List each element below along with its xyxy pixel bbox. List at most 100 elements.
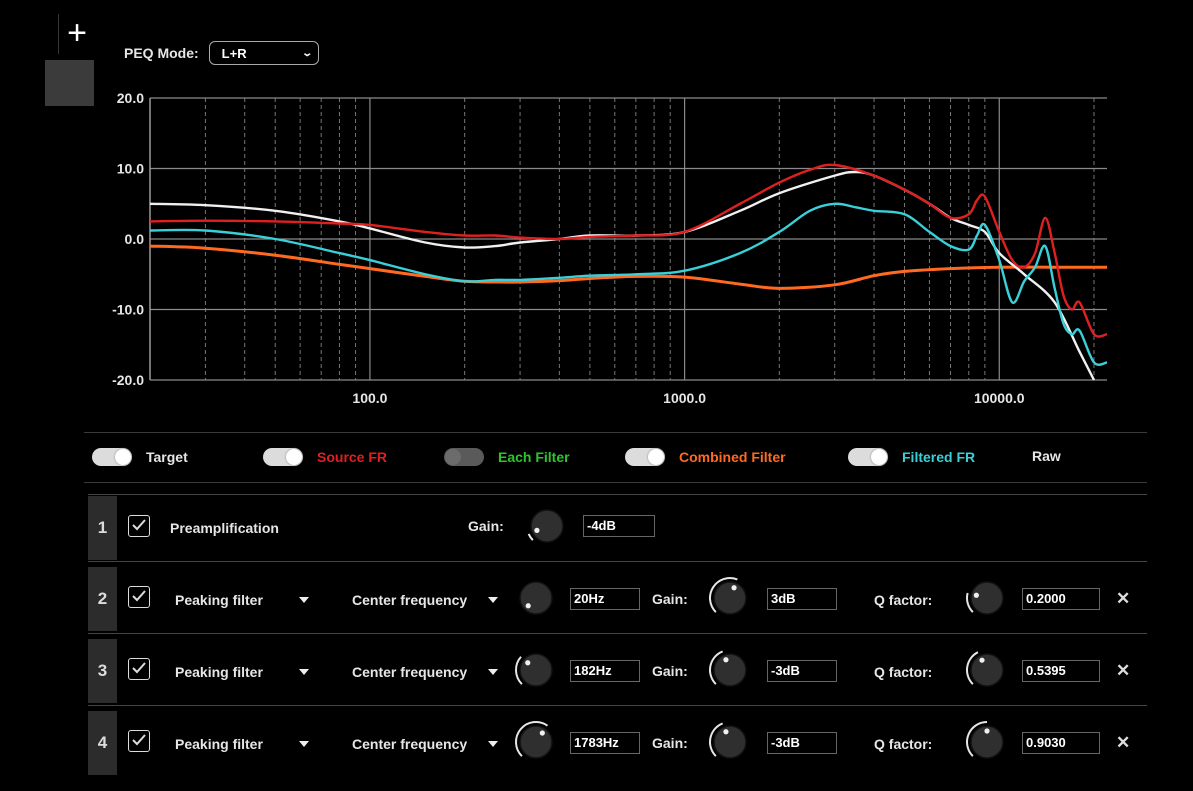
target-curve	[150, 170, 1096, 381]
toggle-raw[interactable]: Raw	[1032, 448, 1061, 464]
check-icon	[132, 519, 146, 531]
knob-indicator	[723, 729, 729, 735]
toggle-filtered-fr[interactable]: Filtered FR	[848, 448, 975, 466]
toggle-target[interactable]: Target	[92, 448, 188, 466]
combined-filter-switch[interactable]	[625, 448, 665, 466]
filter-type-select[interactable]: Peaking filter	[175, 664, 263, 680]
q-factor-input[interactable]: 0.5395	[1022, 660, 1100, 682]
knob-body	[713, 653, 747, 687]
knob-body	[713, 725, 747, 759]
toggle-source-fr[interactable]: Source FR	[263, 448, 387, 466]
curve-toggles: Target Source FR Each Filter Combined Fi…	[0, 448, 1193, 472]
row-number: 4	[88, 711, 117, 775]
knob-indicator	[731, 585, 737, 591]
filter-row-2: 2 Peaking filter Center frequency 20Hz G…	[88, 567, 1147, 631]
preamp-label: Preamplification	[170, 520, 279, 536]
knob-indicator	[979, 657, 985, 663]
enable-checkbox[interactable]	[128, 515, 150, 537]
peq-mode-label: PEQ Mode:	[124, 45, 199, 61]
gain-knob[interactable]	[708, 648, 752, 692]
enable-checkbox[interactable]	[128, 586, 150, 608]
knob-body	[970, 653, 1004, 687]
q-factor-knob[interactable]	[965, 576, 1009, 620]
caret-down-icon[interactable]	[299, 669, 309, 675]
y-tick-label: 10.0	[117, 161, 144, 177]
remove-filter-button[interactable]: ✕	[1116, 661, 1131, 680]
toggle-label-raw: Raw	[1032, 448, 1061, 464]
peq-mode-select[interactable]: L+R ⌄	[208, 41, 319, 65]
q-factor-knob[interactable]	[965, 648, 1009, 692]
enable-checkbox[interactable]	[128, 730, 150, 752]
toggle-each-filter[interactable]: Each Filter	[444, 448, 570, 466]
param-select[interactable]: Center frequency	[352, 736, 468, 752]
filter-row-3: 3 Peaking filter Center frequency 182Hz …	[88, 639, 1147, 703]
remove-filter-button[interactable]: ✕	[1116, 589, 1131, 608]
frequency-response-chart: 20.0 10.0 0.0 -10.0 -20.0 100.0 1000.0 10000.0	[112, 90, 1107, 406]
knob-arc	[515, 721, 549, 757]
frequency-knob[interactable]	[514, 720, 558, 764]
gain-label: Gain:	[652, 591, 688, 607]
source-fr-switch[interactable]	[263, 448, 303, 466]
gain-knob[interactable]	[708, 576, 752, 620]
q-factor-input[interactable]: 0.2000	[1022, 588, 1100, 610]
frequency-knob[interactable]	[514, 576, 558, 620]
check-icon	[132, 734, 146, 746]
knob-arc	[966, 651, 979, 685]
y-tick-label: 20.0	[117, 90, 144, 106]
divider	[88, 633, 1147, 634]
filter-type-select[interactable]: Peaking filter	[175, 736, 263, 752]
caret-down-icon[interactable]	[299, 741, 309, 747]
gain-label: Gain:	[652, 735, 688, 751]
knob-arc	[527, 533, 534, 541]
toggle-label-source-fr: Source FR	[317, 449, 388, 465]
caret-down-icon[interactable]	[488, 597, 498, 603]
caret-down-icon[interactable]	[488, 669, 498, 675]
remove-filter-button[interactable]: ✕	[1116, 733, 1131, 752]
caret-down-icon[interactable]	[299, 597, 309, 603]
q-factor-input[interactable]: 0.9030	[1022, 732, 1100, 754]
gain-knob[interactable]	[708, 720, 752, 764]
filter-type-select[interactable]: Peaking filter	[175, 592, 263, 608]
param-select[interactable]: Center frequency	[352, 592, 468, 608]
toggle-label-each-filter: Each Filter	[498, 449, 570, 465]
gain-knob[interactable]	[525, 504, 569, 548]
enable-checkbox[interactable]	[128, 658, 150, 680]
frequency-input[interactable]: 1783Hz	[570, 732, 640, 754]
gain-input[interactable]: -3dB	[767, 660, 837, 682]
check-icon	[132, 590, 146, 602]
filtered-fr-switch[interactable]	[848, 448, 888, 466]
row-number: 1	[88, 496, 117, 560]
peq-mode-value: L+R	[221, 45, 247, 61]
gain-input[interactable]: 3dB	[767, 588, 837, 610]
x-tick-label: 1000.0	[663, 390, 706, 406]
q-factor-knob[interactable]	[965, 720, 1009, 764]
knob-indicator	[539, 730, 545, 736]
frequency-knob[interactable]	[514, 648, 558, 692]
add-button[interactable]	[58, 14, 95, 54]
toggle-combined-filter[interactable]: Combined Filter	[625, 448, 786, 466]
knob-body	[519, 653, 553, 687]
gain-label: Gain:	[468, 518, 504, 534]
knob-arc	[709, 650, 724, 685]
knob-indicator	[525, 603, 531, 609]
param-select[interactable]: Center frequency	[352, 664, 468, 680]
knob-body	[970, 725, 1004, 759]
knob-body	[519, 581, 553, 615]
x-tick-label: 10000.0	[974, 390, 1025, 406]
q-factor-label: Q factor:	[874, 664, 933, 680]
toggle-label-filtered-fr: Filtered FR	[902, 449, 976, 465]
side-panel-tab[interactable]	[45, 60, 94, 106]
check-icon	[132, 662, 146, 674]
frequency-input[interactable]: 182Hz	[570, 660, 640, 682]
knob-body	[713, 581, 747, 615]
combined-filter-curve	[150, 244, 1107, 290]
gain-input[interactable]: -3dB	[767, 732, 837, 754]
target-switch[interactable]	[92, 448, 132, 466]
gain-input[interactable]: -4dB	[583, 515, 655, 537]
each-filter-switch[interactable]	[444, 448, 484, 466]
knob-arc	[966, 592, 974, 613]
frequency-input[interactable]: 20Hz	[570, 588, 640, 610]
divider	[84, 482, 1147, 483]
knob-body	[519, 725, 553, 759]
caret-down-icon[interactable]	[488, 741, 498, 747]
